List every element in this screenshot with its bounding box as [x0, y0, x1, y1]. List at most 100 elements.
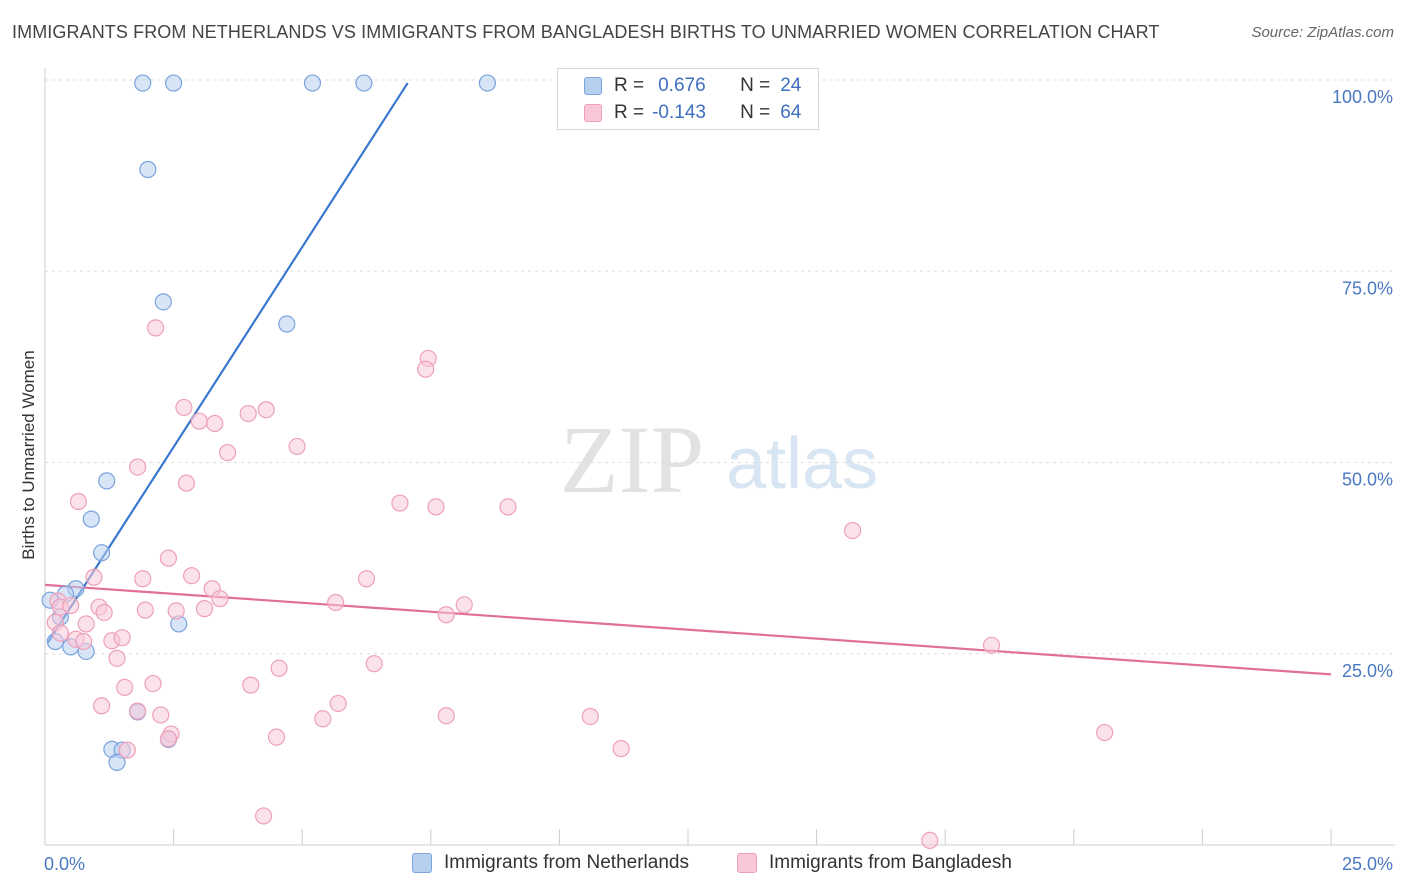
data-point-pink — [128, 702, 147, 720]
data-point-blue — [98, 472, 116, 490]
y-tick-label: 75.0% — [1342, 278, 1393, 298]
data-point-pink — [167, 602, 185, 620]
data-point-pink — [1096, 723, 1114, 742]
data-point-pink — [183, 567, 201, 585]
data-point-blue — [278, 315, 296, 333]
data-point-pink — [136, 601, 154, 619]
data-point-pink — [190, 412, 208, 430]
data-point-pink — [116, 678, 134, 697]
data-point-pink — [255, 807, 273, 825]
data-point-pink — [257, 401, 275, 419]
data-point-pink — [455, 596, 473, 614]
watermark-zip: ZIP — [560, 406, 704, 513]
data-point-pink — [437, 707, 455, 725]
data-point-pink — [85, 568, 103, 586]
data-point-blue — [92, 544, 111, 562]
data-point-blue — [108, 753, 126, 771]
chart-title: IMMIGRANTS FROM NETHERLANDS VS IMMIGRANT… — [12, 22, 1160, 42]
data-point-blue — [165, 74, 183, 92]
series-legend: Immigrants from Netherlands Immigrants f… — [0, 852, 1406, 878]
y-axis-label: Births to Unmarried Women — [19, 350, 38, 559]
data-point-pink — [95, 603, 113, 622]
data-point-blue — [355, 74, 373, 92]
data-point-pink — [329, 694, 347, 713]
data-point-blue — [154, 293, 172, 311]
data-point-blue — [139, 160, 157, 179]
data-point-pink — [270, 659, 288, 677]
series-swatch-pink — [737, 853, 757, 873]
legend-swatch-pink — [584, 104, 602, 122]
legend-row-netherlands: R = 0.676 N = 24 — [584, 74, 801, 98]
data-point-pink — [581, 707, 599, 726]
data-point-blue — [82, 510, 100, 528]
data-point-blue — [303, 74, 322, 92]
data-point-pink — [437, 606, 455, 624]
data-point-pink — [844, 521, 862, 540]
data-point-pink — [175, 398, 193, 417]
data-point-blue — [134, 74, 152, 92]
data-point-pink — [113, 629, 131, 647]
data-point-pink — [288, 437, 306, 456]
data-point-pink — [69, 492, 88, 511]
tick-labels: 25.0% 50.0% 75.0% 100.0% 0.0% 25.0% — [44, 87, 1393, 874]
data-point-pink — [982, 636, 1001, 654]
data-point-pink — [921, 831, 939, 850]
data-point-pink — [242, 676, 260, 694]
data-point-pink — [159, 549, 178, 567]
data-point-pink — [239, 404, 257, 423]
trend-lines — [44, 82, 1332, 676]
data-point-pink — [365, 655, 383, 673]
data-point-blue — [478, 74, 496, 92]
data-point-pink — [118, 741, 136, 759]
series-name-bangladesh: Immigrants from Bangladesh — [769, 852, 1012, 873]
series-name-netherlands: Immigrants from Netherlands — [444, 852, 689, 873]
y-tick-label: 50.0% — [1342, 470, 1393, 490]
legend: R = 0.676 N = 24 R = -0.143 N = 64 — [557, 68, 819, 130]
data-point-pink — [219, 443, 237, 462]
legend-n-value: 64 — [780, 102, 802, 123]
legend-n-value: 24 — [780, 75, 802, 96]
data-point-pink — [134, 570, 152, 588]
data-point-pink — [499, 498, 517, 516]
legend-swatch-blue — [584, 77, 602, 95]
axes — [44, 68, 1395, 846]
series-legend-bangladesh: Immigrants from Bangladesh — [737, 852, 1012, 874]
legend-r-label: R = — [614, 75, 645, 96]
series-legend-netherlands: Immigrants from Netherlands — [412, 852, 689, 874]
data-point-pink — [391, 494, 409, 512]
data-point-pink — [74, 632, 93, 651]
data-point-pink — [267, 728, 286, 746]
data-point-pink — [152, 706, 170, 724]
data-point-pink — [211, 590, 229, 608]
grid-lines — [45, 79, 1395, 655]
y-tick-label: 100.0% — [1332, 87, 1393, 107]
legend-r-label: R = — [614, 102, 645, 123]
data-point-pink — [417, 360, 435, 378]
x-tick-label: 25.0% — [1342, 854, 1393, 874]
legend-row-bangladesh: R = -0.143 N = 64 — [584, 101, 801, 125]
source-label: Source: ZipAtlas.com — [1251, 24, 1394, 41]
legend-r-value: -0.143 — [652, 102, 706, 123]
y-tick-label: 25.0% — [1342, 661, 1393, 681]
watermark-atlas: atlas — [726, 424, 878, 504]
data-point-pink — [612, 740, 630, 758]
data-point-pink — [177, 474, 196, 492]
data-point-pink — [146, 319, 165, 337]
data-point-pink — [427, 498, 445, 516]
watermark: ZIP atlas — [560, 406, 878, 513]
data-point-pink — [62, 596, 80, 615]
data-points — [41, 74, 1114, 850]
data-point-pink — [327, 593, 345, 612]
legend-n-label: N = — [740, 75, 771, 96]
series-swatch-blue — [412, 853, 432, 873]
data-point-pink — [314, 710, 332, 728]
data-point-pink — [51, 624, 70, 642]
legend-n-label: N = — [740, 102, 771, 123]
data-point-pink — [92, 697, 111, 715]
data-point-pink — [144, 674, 162, 693]
data-point-pink — [128, 458, 147, 476]
data-point-pink — [159, 730, 178, 748]
legend-r-value: 0.676 — [658, 75, 706, 96]
data-point-pink — [357, 570, 376, 588]
